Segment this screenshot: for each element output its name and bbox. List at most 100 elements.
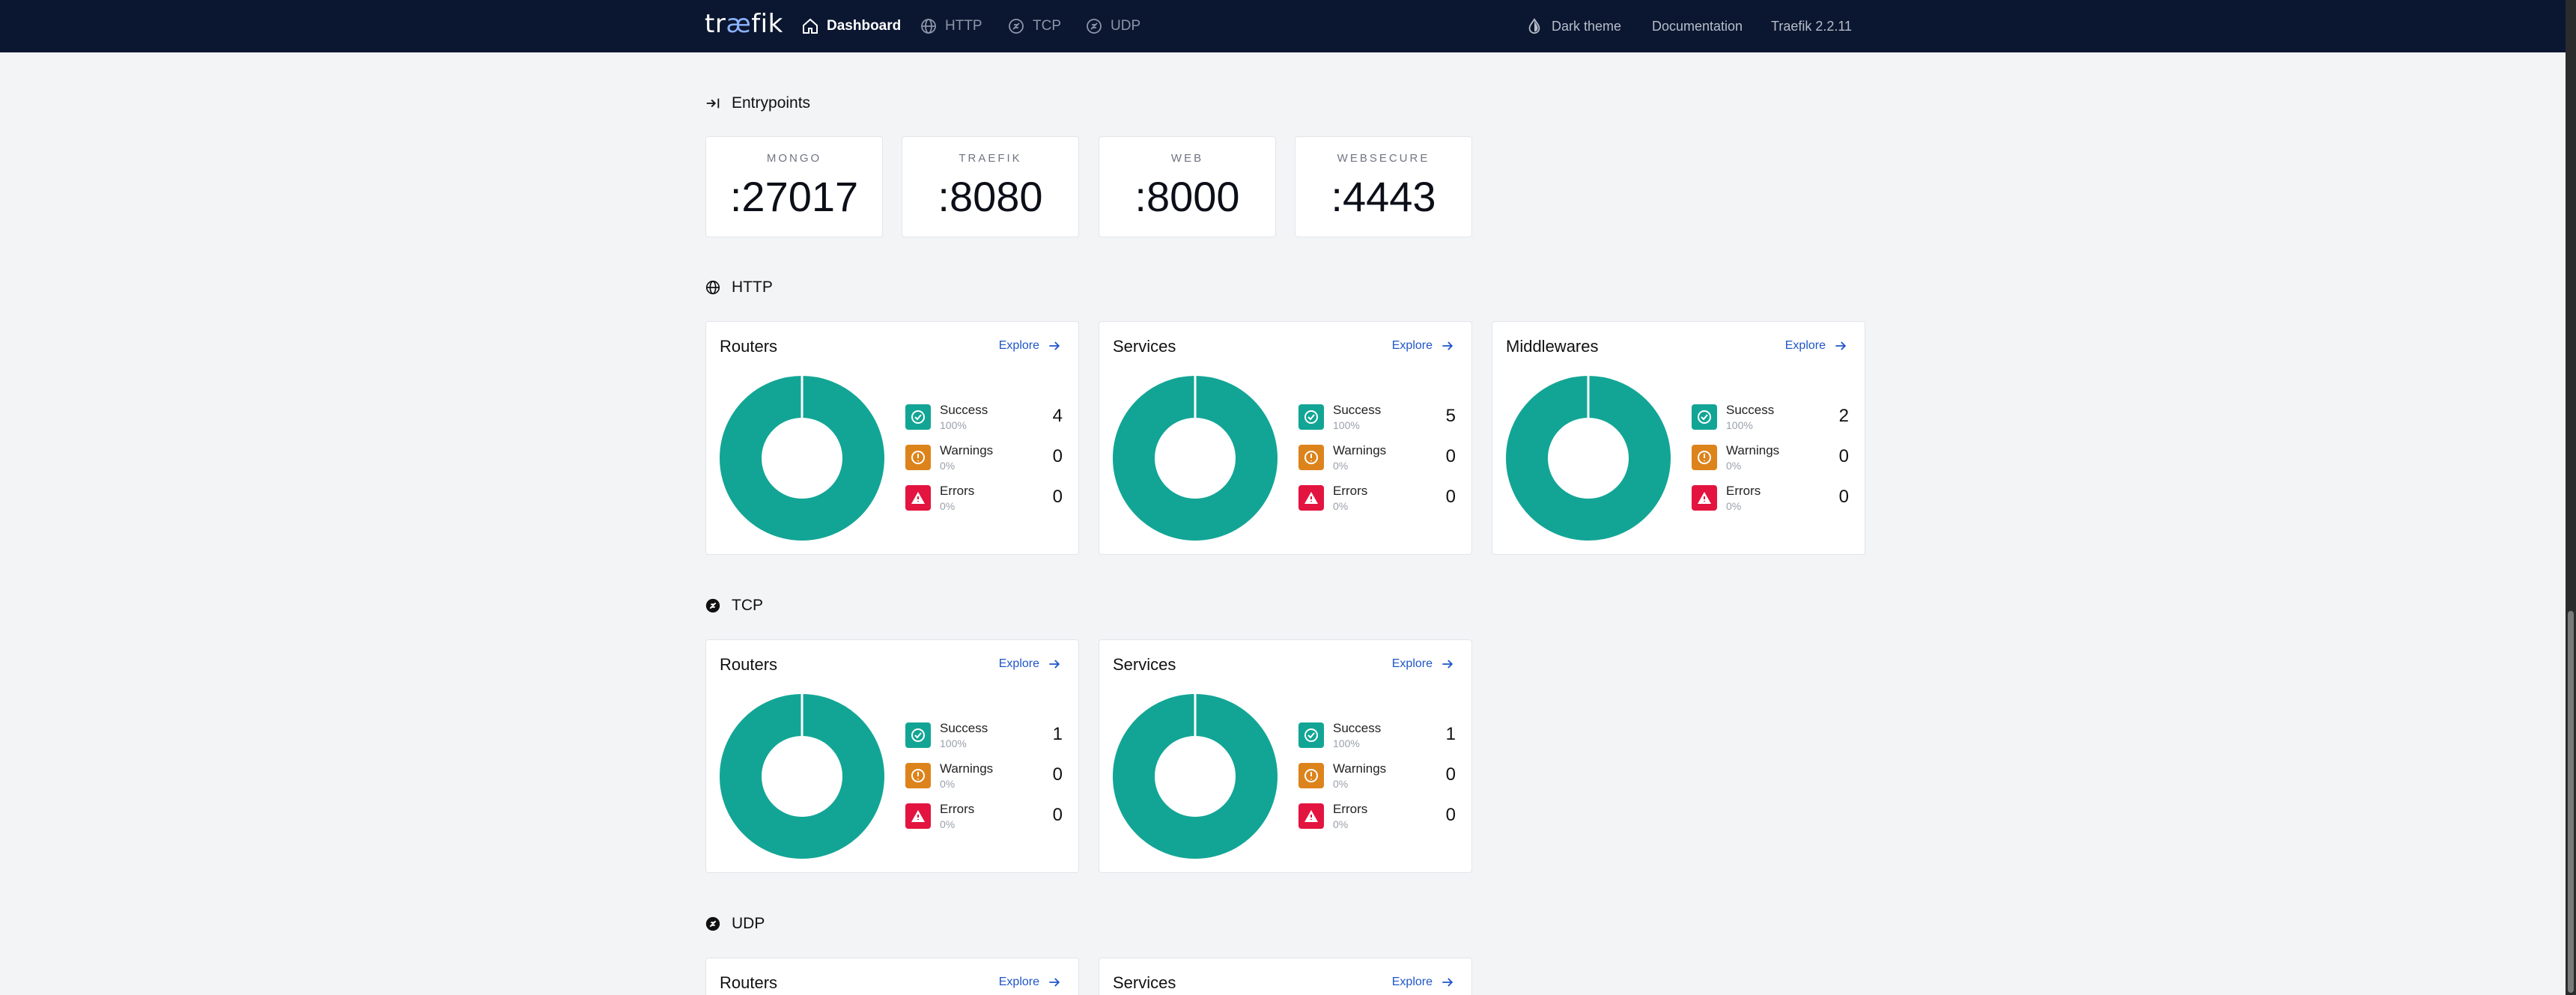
error-triangle-icon	[1304, 492, 1318, 504]
stat-label: Warnings	[1726, 443, 1780, 457]
stat-badge	[905, 404, 931, 430]
stat-badge	[1298, 445, 1324, 470]
entrypoint-name: WEB	[1170, 152, 1204, 165]
http-middlewares-card: Middlewares Explore Success 100% 2 Warnings 0%…	[1492, 321, 1865, 555]
stat-label: Errors	[940, 484, 975, 498]
tcp-routers-donut-chart	[720, 694, 884, 859]
traefik-logo[interactable]: træfik	[705, 9, 783, 39]
tcp-services-donut-chart	[1113, 694, 1278, 859]
check-circle-icon	[1698, 410, 1711, 424]
stat-count: 0	[1445, 487, 1456, 507]
stat-badge	[1298, 722, 1324, 748]
warning-circle-icon	[911, 769, 925, 782]
stat-success: Success 100% 1	[905, 721, 1063, 754]
nav-tcp[interactable]: TCP	[1007, 15, 1061, 37]
stat-label: Errors	[1333, 484, 1368, 498]
http-routers-explore-link[interactable]: Explore	[999, 338, 1062, 353]
stat-count: 1	[1445, 724, 1456, 744]
warning-circle-icon	[1304, 451, 1318, 464]
tcp-services-explore-link[interactable]: Explore	[1392, 657, 1455, 672]
http-routers-card: Routers Explore Success 100% 4 Warnings 0% 0 Err…	[705, 321, 1079, 555]
stat-errors: Errors 0% 0	[905, 484, 1063, 517]
stat-label: Warnings	[940, 761, 994, 776]
explore-label: Explore	[1391, 657, 1433, 670]
stat-percent: 100%	[940, 737, 967, 749]
entrypoint-port: :4443	[1331, 173, 1436, 220]
entrypoint-arrow-icon	[706, 98, 720, 109]
error-triangle-icon	[1304, 810, 1318, 822]
stat-label: Warnings	[1333, 443, 1387, 457]
stat-label: Errors	[940, 802, 975, 816]
card-title: Routers	[720, 973, 778, 992]
stat-label: Errors	[1726, 484, 1761, 498]
warning-circle-icon	[1698, 451, 1711, 464]
stat-percent: 0%	[1333, 778, 1349, 790]
http-routers-donut-chart	[720, 376, 884, 541]
documentation-link[interactable]: Documentation	[1652, 18, 1743, 34]
stat-percent: 0%	[1333, 460, 1349, 472]
http-services-donut-chart	[1113, 376, 1278, 541]
nav-dashboard[interactable]: Dashboard	[801, 15, 901, 37]
stat-badge	[1298, 763, 1324, 788]
stat-label: Warnings	[1333, 761, 1387, 776]
scrollbar-thumb[interactable]	[2568, 611, 2574, 993]
stat-badge	[1692, 445, 1717, 470]
entrypoints-heading: Entrypoints	[705, 92, 810, 115]
check-circle-icon	[911, 410, 925, 424]
stat-percent: 0%	[1333, 500, 1349, 512]
http-services-card: Services Explore Success 100% 5 Warnings 0% 0 Er…	[1099, 321, 1472, 555]
stat-count: 0	[1445, 764, 1456, 785]
explore-label: Explore	[1391, 976, 1433, 988]
arrow-right-icon	[1442, 978, 1453, 987]
nav-http[interactable]: HTTP	[920, 15, 982, 37]
stat-label: Success	[940, 721, 988, 735]
stat-count: 0	[1838, 487, 1849, 507]
explore-label: Explore	[1784, 339, 1826, 352]
globe-icon	[705, 280, 720, 295]
card-title: Routers	[720, 655, 778, 674]
warning-circle-icon	[911, 451, 925, 464]
arrow-right-icon	[1442, 341, 1453, 350]
stat-label: Success	[1333, 721, 1382, 735]
udp-routers-explore-link[interactable]: Explore	[999, 975, 1062, 990]
stat-warnings: Warnings 0% 0	[905, 761, 1063, 794]
stat-badge	[905, 763, 931, 788]
nav-udp[interactable]: UDP	[1085, 15, 1140, 37]
stat-label: Errors	[1333, 802, 1368, 816]
arrow-right-icon	[1835, 341, 1847, 350]
stat-count: 0	[1445, 446, 1456, 466]
dark-theme-toggle[interactable]: Dark theme	[1526, 15, 1621, 37]
card-title: Services	[1113, 655, 1176, 674]
card-title: Services	[1113, 337, 1176, 356]
stat-count: 0	[1052, 487, 1063, 507]
stat-percent: 0%	[940, 500, 956, 512]
stat-percent: 0%	[940, 460, 956, 472]
arrow-right-icon	[1442, 660, 1453, 669]
tcp-icon	[705, 598, 720, 613]
stat-percent: 100%	[1333, 737, 1360, 749]
stat-warnings: Warnings 0% 0	[1298, 761, 1456, 794]
stat-label: Success	[940, 403, 988, 417]
explore-label: Explore	[998, 339, 1039, 352]
entrypoint-name: TRAEFIK	[959, 152, 1022, 165]
stat-percent: 0%	[940, 778, 956, 790]
check-circle-icon	[1304, 728, 1318, 742]
udp-icon	[705, 916, 720, 931]
error-triangle-icon	[911, 492, 925, 504]
stat-warnings: Warnings 0% 0	[1298, 443, 1456, 476]
stat-warnings: Warnings 0% 0	[1692, 443, 1849, 476]
stat-badge	[1298, 404, 1324, 430]
error-triangle-icon	[1698, 492, 1711, 504]
entrypoint-name: WEBSECURE	[1337, 152, 1430, 165]
stat-badge	[1298, 485, 1324, 511]
udp-icon	[1087, 19, 1102, 34]
entrypoint-card-websecure: WEBSECURE :4443	[1295, 136, 1472, 237]
home-icon	[803, 18, 818, 34]
stat-badge	[1692, 404, 1717, 430]
explore-label: Explore	[998, 657, 1039, 670]
http-services-explore-link[interactable]: Explore	[1392, 338, 1455, 353]
stat-errors: Errors 0% 0	[1692, 484, 1849, 517]
udp-services-explore-link[interactable]: Explore	[1392, 975, 1455, 990]
http-middlewares-explore-link[interactable]: Explore	[1785, 338, 1848, 353]
tcp-routers-explore-link[interactable]: Explore	[999, 657, 1062, 672]
